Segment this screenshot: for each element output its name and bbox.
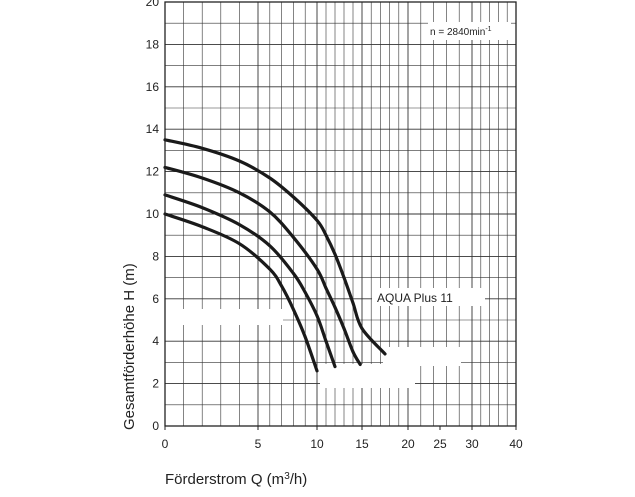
- y-tick-label: 18: [146, 37, 160, 51]
- y-axis-title: Gesamtförderhöhe H (m): [121, 263, 138, 430]
- x-tick-label: 25: [433, 437, 447, 451]
- y-tick-label: 12: [146, 165, 160, 179]
- tick-labels: 0 5 10 15 20 25 30 40 2 4 6 8 10 12 14 16 18 20 0: [146, 0, 523, 451]
- y-tick-label: 16: [146, 80, 160, 94]
- x-tick-label: 40: [509, 437, 523, 451]
- y-tick-label: 8: [152, 249, 159, 263]
- x-tick-label: 15: [355, 437, 369, 451]
- x-tick-label: 30: [465, 437, 479, 451]
- pump-curve-curve-1: [163, 138, 387, 356]
- model-label: AQUA Plus 11: [377, 291, 453, 305]
- y-tick-label: 4: [152, 334, 159, 348]
- speed-label: n = 2840min-1: [430, 26, 492, 38]
- y-tick-label: 0: [152, 419, 159, 433]
- x-tick-label: 10: [310, 437, 324, 451]
- model-label-box: [372, 288, 485, 306]
- pump-curve-curve-3: [163, 193, 337, 369]
- speed-label-box: [428, 22, 511, 40]
- pump-curve-curve-4: [163, 212, 319, 373]
- pump-curve-curve-2: [163, 165, 362, 367]
- x-axis-title: Förderstrom Q (m3/h): [165, 471, 307, 488]
- x-tick-label: 5: [255, 437, 262, 451]
- y-tick-label: 14: [146, 122, 160, 136]
- y-tick-label: 10: [146, 207, 160, 221]
- pump-curves: [163, 138, 387, 373]
- x-tick-label: 20: [401, 437, 415, 451]
- plot-frame: [164, 1, 517, 427]
- x-tick-label: 0: [162, 437, 169, 451]
- y-tick-label: 6: [152, 292, 159, 306]
- y-tick-label: 20: [146, 0, 160, 9]
- label-masks: [165, 309, 461, 388]
- y-tick-label: 2: [152, 377, 159, 391]
